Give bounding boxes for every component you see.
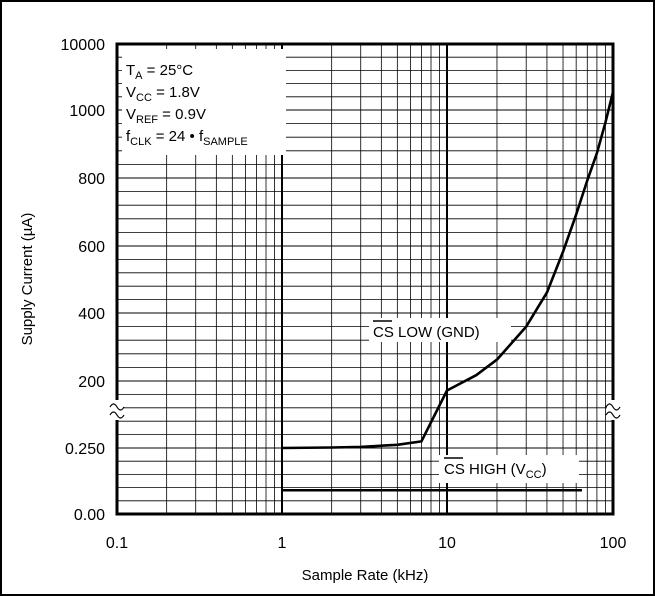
cs-low-rest: LOW (GND) bbox=[394, 324, 480, 341]
x-tick-label: 0.1 bbox=[106, 535, 128, 552]
condition-line: VREF = 0.9V bbox=[126, 106, 206, 126]
y-tick-label: 0.250 bbox=[65, 441, 105, 458]
condition-line: TA = 25°C bbox=[126, 62, 193, 82]
cs-low-label: CS LOW (GND) bbox=[369, 318, 511, 342]
axis-break-gap bbox=[607, 400, 619, 420]
cs-high-label: CS HIGH (VCC) bbox=[439, 455, 579, 483]
svg-text:CS LOW (GND): CS LOW (GND) bbox=[373, 324, 480, 341]
y-tick-labels: 0.00 0.250 200 400 600 800 1000 10000 bbox=[61, 37, 106, 524]
cs-high-over: CS bbox=[444, 461, 465, 478]
y-tick-label: 400 bbox=[78, 306, 105, 323]
x-tick-label: 1 bbox=[278, 535, 287, 552]
axis-break-mark bbox=[605, 411, 621, 419]
condition-line: fCLK = 24 • fSAMPLE bbox=[126, 128, 248, 148]
x-tick-label: 10 bbox=[438, 535, 456, 552]
x-tick-labels: 0.1 1 10 100 bbox=[106, 535, 627, 552]
axis-break-mark bbox=[109, 411, 125, 419]
curves bbox=[281, 91, 615, 492]
plot-border bbox=[115, 42, 615, 516]
y-tick-label: 10000 bbox=[61, 37, 106, 54]
series-cs-low-line bbox=[281, 91, 615, 450]
cs-high-end: ) bbox=[542, 461, 547, 478]
y-tick-label: 0.00 bbox=[74, 507, 105, 524]
x-tick-label: 100 bbox=[600, 535, 627, 552]
y-tick-label: 800 bbox=[78, 171, 105, 188]
axis-break-marks bbox=[109, 400, 621, 420]
y-tick-label: 1000 bbox=[69, 103, 105, 120]
cs-high-sub: CC bbox=[526, 469, 542, 481]
y-tick-label: 600 bbox=[78, 239, 105, 256]
svg-text:CS HIGH (VCC): CS HIGH (VCC) bbox=[444, 461, 547, 481]
cs-low-over: CS bbox=[373, 324, 394, 341]
x-axis-title: Sample Rate (kHz) bbox=[302, 567, 429, 584]
y-tick-label: 200 bbox=[78, 374, 105, 391]
axis-break-mark bbox=[605, 403, 621, 411]
cs-high-rest: HIGH (V bbox=[465, 461, 526, 478]
condition-line: VCC = 1.8V bbox=[126, 84, 200, 104]
axis-break-gap bbox=[111, 400, 123, 420]
axis-break-mark bbox=[109, 403, 125, 411]
y-axis-title: Supply Current (µA) bbox=[19, 213, 36, 346]
